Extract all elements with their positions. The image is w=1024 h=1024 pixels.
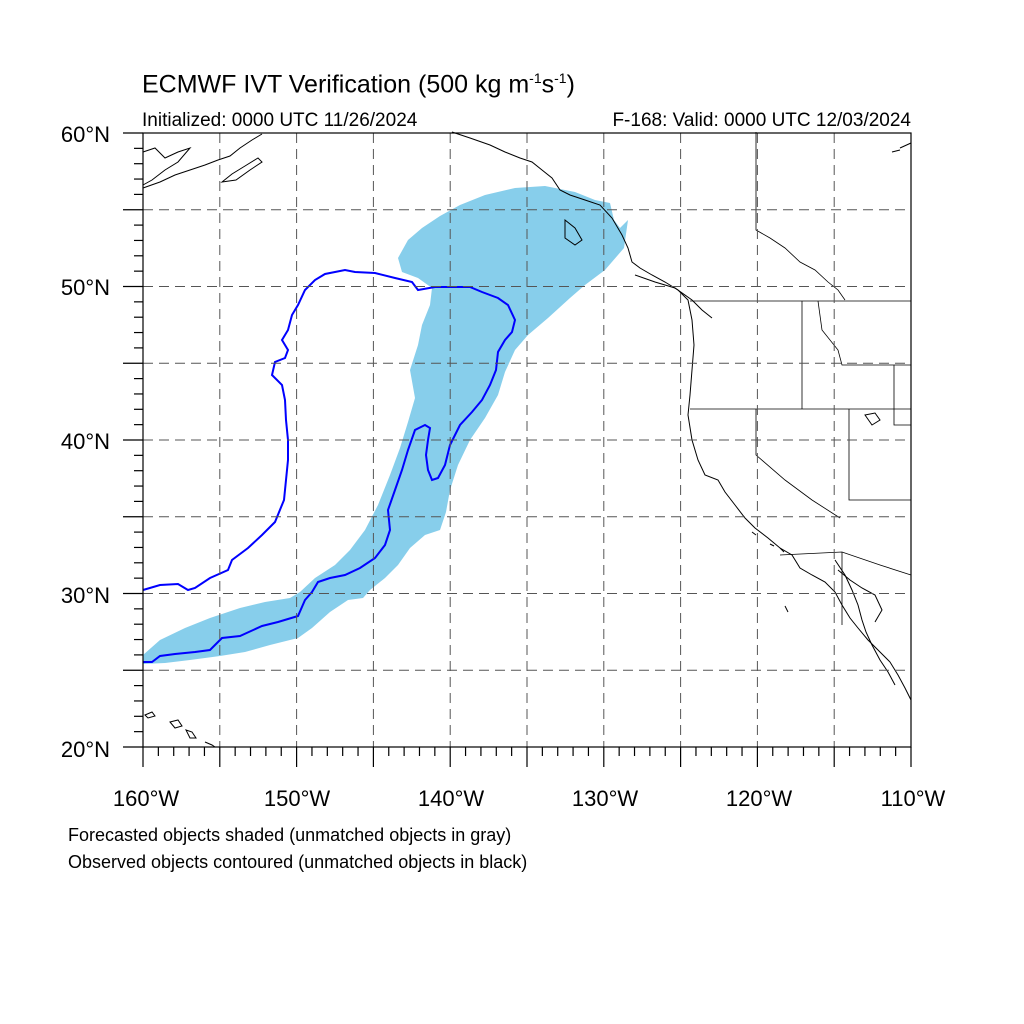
observed-ivt-contour (142, 268, 517, 663)
lon-tick-label: 140°W (418, 786, 485, 811)
lon-tick-label: 150°W (264, 786, 331, 811)
axis-ticks (123, 132, 912, 767)
valid-time-label: F-168: Valid: 0000 UTC 12/03/2024 (612, 110, 911, 131)
coastlines (142, 131, 912, 748)
footer-forecast-note: Forecasted objects shaded (unmatched obj… (68, 825, 512, 845)
footer-observed-note: Observed objects contoured (unmatched ob… (68, 852, 528, 872)
map-frame (142, 132, 912, 748)
political-borders (690, 132, 912, 625)
lon-tick-label: 160°W (113, 786, 180, 811)
graticule (143, 133, 911, 747)
init-time-label: Initialized: 0000 UTC 11/26/2024 (142, 110, 418, 131)
lat-tick-label: 60°N (61, 122, 110, 147)
lon-tick-label: 110°W (881, 786, 946, 811)
lon-tick-label: 130°W (572, 786, 639, 811)
lat-tick-label: 40°N (61, 429, 110, 454)
lat-tick-label: 20°N (61, 737, 110, 762)
lon-tick-label: 120°W (726, 786, 793, 811)
forecast-ivt-object (143, 186, 628, 664)
map-title: ECMWF IVT Verification (500 kg m-1s-1) (142, 70, 575, 99)
lat-tick-label: 50°N (61, 275, 110, 300)
lat-tick-labels: 60°N 50°N 40°N 30°N 20°N (61, 122, 110, 762)
lat-tick-label: 30°N (61, 583, 110, 608)
lon-tick-labels: 160°W 150°W 140°W 130°W 120°W 110°W (113, 786, 946, 811)
